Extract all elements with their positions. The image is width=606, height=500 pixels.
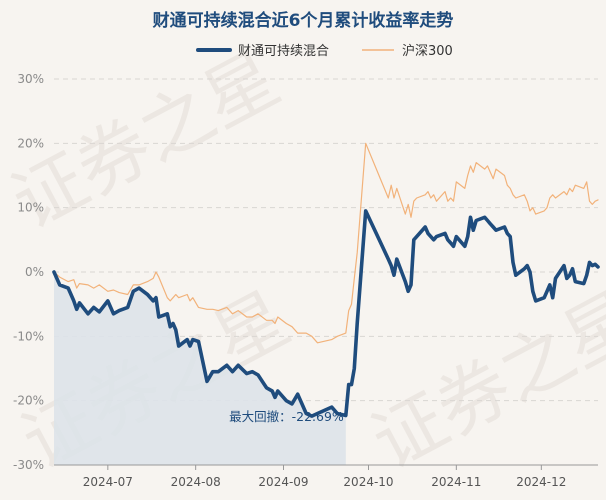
watermark-text-3: 证券之星: [359, 276, 606, 485]
x-tick-label: 2024-08: [171, 475, 221, 489]
legend: 财通可持续混合 沪深300: [196, 43, 453, 59]
series-line-index: [53, 142, 599, 344]
x-tick-label: 2024-07: [83, 475, 133, 489]
y-tick-label: -20%: [13, 394, 44, 408]
legend-label-index: 沪深300: [402, 43, 453, 59]
chart-title: 财通可持续混合近6个月累计收益率走势: [152, 10, 454, 31]
series-line-fund: [52, 209, 600, 418]
series-lines: [52, 142, 600, 418]
y-tick-label: -30%: [13, 458, 44, 472]
x-tick-label: 2024-10: [343, 475, 393, 489]
drawdown-area: [54, 272, 346, 465]
legend-label-fund: 财通可持续混合: [238, 44, 329, 59]
x-tick-label: 2024-12: [516, 475, 566, 489]
drawdown-fill: [54, 272, 346, 465]
y-tick-label: 10%: [17, 201, 44, 215]
axes: 30% 20% 10% 0% -10% -20% -30% 2024-07 2024-08 202…: [13, 72, 598, 489]
y-tick-label: -10%: [13, 329, 44, 343]
y-tick-label: 0%: [25, 265, 44, 279]
x-tick-label: 2024-11: [431, 475, 481, 489]
drawdown-label: 最大回撤：-22.69%: [229, 409, 344, 424]
y-tick-label: 30%: [17, 72, 44, 86]
y-tick-label: 20%: [17, 136, 44, 150]
x-tick-label: 2024-09: [258, 475, 308, 489]
